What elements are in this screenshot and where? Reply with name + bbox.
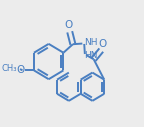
Text: O: O — [98, 39, 106, 49]
Text: NH: NH — [84, 38, 97, 47]
Text: O: O — [65, 20, 73, 30]
Text: CH₃: CH₃ — [1, 64, 17, 73]
Text: HN: HN — [85, 51, 98, 60]
Text: O: O — [17, 65, 25, 75]
